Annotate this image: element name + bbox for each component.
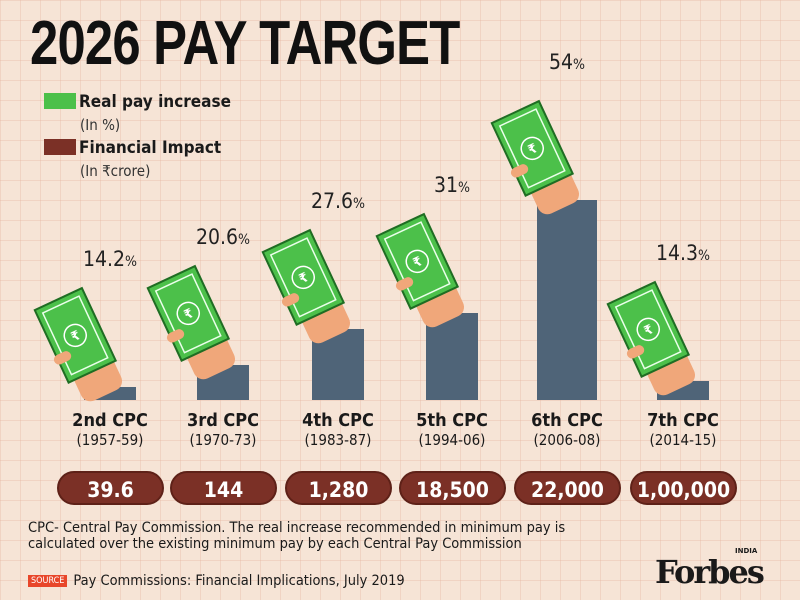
forbes-logo: Forbes INDIA (655, 547, 765, 591)
financial-impact-pill: 1,00,000 (630, 471, 737, 505)
thumb (395, 277, 414, 291)
pay-increase-label: 54% (548, 50, 586, 74)
rupee-circle (63, 323, 87, 348)
cpc-name: 4th CPC (302, 410, 374, 431)
bar (426, 313, 478, 400)
money-hand-icon: ₹ (490, 99, 580, 215)
legend-pay-increase: Real pay increase (44, 92, 231, 112)
financial-impact-pill: 39.6 (57, 471, 164, 505)
pay-increase-label: 27.6% (310, 189, 366, 213)
banknote-border (269, 237, 337, 318)
banknote-border (614, 289, 682, 370)
rupee-circle (405, 249, 429, 274)
financial-impact-pill: 144 (170, 471, 277, 505)
source-text: Pay Commissions: Financial Implications,… (73, 573, 405, 589)
cpc-period: (1957-59) (76, 431, 144, 449)
pay-increase-label: 20.6% (195, 225, 251, 249)
cpc-name: 5th CPC (416, 410, 488, 431)
source-tag: SOURCE (28, 575, 68, 587)
cpc-period: (1994-06) (418, 431, 486, 449)
category-label: 7th CPC (2014-15) (623, 410, 743, 449)
category-label: 6th CPC (2006-08) (507, 410, 627, 449)
bar (537, 200, 597, 400)
banknote-border (498, 108, 566, 189)
source: SOURCE Pay Commissions: Financial Implica… (28, 573, 405, 589)
legend-unit: (In %) (80, 116, 121, 134)
money-hand-icon: ₹ (261, 228, 351, 344)
money-hand-icon: ₹ (33, 286, 123, 402)
thumb (281, 293, 300, 307)
cpc-name: 7th CPC (647, 410, 719, 431)
pay-increase-label: 31% (433, 173, 471, 197)
cpc-period: (2014-15) (649, 431, 717, 449)
pay-increase-label: 14.3% (655, 241, 711, 265)
banknote-border (154, 273, 222, 354)
money-hand-icon: ₹ (606, 280, 696, 396)
cpc-period: (1970-73) (189, 431, 257, 449)
money-hand-icon: ₹ (375, 212, 465, 328)
money-hand-icon: ₹ (146, 264, 236, 380)
legend-financial-impact: Financial Impact (44, 138, 221, 158)
pay-increase-label: 14.2% (82, 247, 138, 271)
green-swatch (44, 93, 76, 109)
cpc-period: (2006-08) (533, 431, 601, 449)
rupee-circle (176, 301, 200, 326)
financial-impact-pill: 18,500 (399, 471, 506, 505)
rupee-circle (636, 317, 660, 342)
banknote-border (383, 221, 451, 302)
thumb (53, 351, 72, 365)
financial-impact-pill: 22,000 (514, 471, 621, 505)
category-label: 5th CPC (1994-06) (392, 410, 512, 449)
cpc-name: 2nd CPC (72, 410, 148, 431)
thumb (510, 164, 529, 178)
legend-unit: (In ₹crore) (80, 162, 151, 180)
category-label: 2nd CPC (1957-59) (50, 410, 170, 449)
cpc-name: 3rd CPC (186, 410, 260, 431)
category-label: 3rd CPC (1970-73) (163, 410, 283, 449)
category-label: 4th CPC (1983-87) (278, 410, 398, 449)
cpc-name: 6th CPC (531, 410, 603, 431)
footnote: CPC- Central Pay Commission. The real in… (28, 520, 566, 552)
red-swatch (44, 139, 76, 155)
page-title: 2026 PAY TARGET (30, 9, 460, 78)
rupee-circle (291, 265, 315, 290)
banknote-border (41, 295, 109, 376)
thumb (166, 329, 185, 343)
thumb (626, 345, 645, 359)
rupee-circle (520, 136, 544, 161)
cpc-period: (1983-87) (304, 431, 372, 449)
financial-impact-pill: 1,280 (285, 471, 392, 505)
